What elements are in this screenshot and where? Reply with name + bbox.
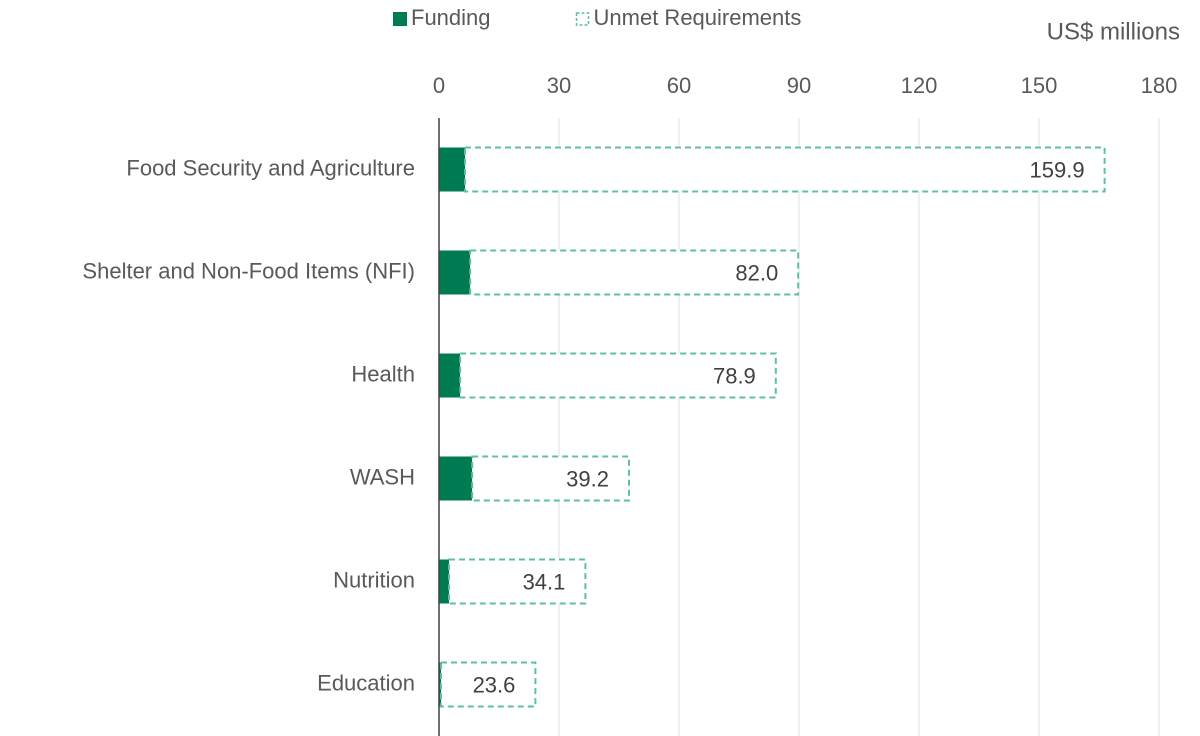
bar-segment <box>448 558 587 605</box>
bar-segment <box>459 352 777 399</box>
y-tick-label: WASH <box>350 464 415 489</box>
y-tick-label: Food Security and Agriculture <box>126 155 415 180</box>
y-tick-label: Shelter and Non-Food Items (NFI) <box>82 258 415 283</box>
data-label: 34.1 <box>523 569 566 594</box>
axis-unit-label: US$ millions <box>1047 18 1180 45</box>
data-label: 39.2 <box>566 466 609 491</box>
data-label: 159.9 <box>1030 157 1085 182</box>
bar-segment <box>439 250 471 295</box>
bar-segment <box>440 661 537 708</box>
y-tick-label: Education <box>317 670 415 695</box>
y-tick-label: Nutrition <box>333 567 415 592</box>
x-tick-label: 150 <box>1021 73 1058 98</box>
data-label: 23.6 <box>473 672 516 697</box>
bar-segment <box>464 146 1106 193</box>
y-tick-label: Health <box>351 361 415 386</box>
x-tick-label: 90 <box>787 73 811 98</box>
data-label: 82.0 <box>735 260 778 285</box>
legend-swatch <box>575 12 590 26</box>
x-tick-label: 0 <box>433 73 445 98</box>
data-label: 78.9 <box>713 363 756 388</box>
bar-segment <box>469 249 800 296</box>
bar-segment <box>439 559 449 604</box>
x-tick-label: 120 <box>901 73 938 98</box>
legend-label: Unmet Requirements <box>594 5 802 30</box>
legend-swatch <box>393 12 407 26</box>
bar-segment <box>439 353 461 398</box>
bar-segment <box>439 147 465 192</box>
bar-segment <box>439 456 473 501</box>
x-tick-label: 30 <box>547 73 571 98</box>
x-tick-label: 60 <box>667 73 691 98</box>
x-tick-label: 180 <box>1141 73 1178 98</box>
legend-label: Funding <box>411 5 491 30</box>
bar-segment <box>471 455 631 502</box>
